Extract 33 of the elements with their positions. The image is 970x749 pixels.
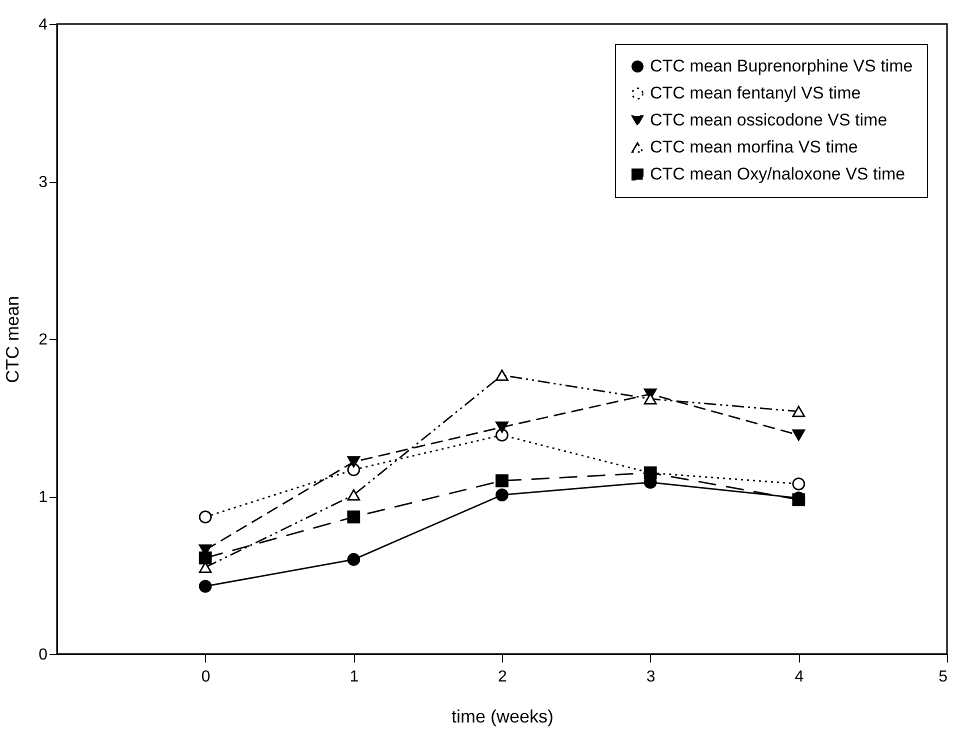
- legend-label: CTC mean morfina VS time: [650, 138, 858, 156]
- point: [347, 489, 360, 501]
- point: [792, 477, 806, 490]
- legend-label: CTC mean ossicodone VS time: [650, 110, 888, 130]
- y-tick-label: 4: [38, 16, 48, 34]
- point: [347, 510, 360, 524]
- point: [496, 488, 508, 502]
- point: [347, 463, 360, 476]
- point: [496, 422, 508, 433]
- point: [792, 429, 806, 441]
- point: [347, 553, 360, 566]
- x-tick-label: 2: [498, 668, 508, 686]
- x-tick-label: 0: [201, 668, 210, 686]
- point: [792, 406, 806, 418]
- x-tick-label: 5: [938, 668, 948, 686]
- point: [198, 580, 212, 593]
- legend-label: CTC mean Oxy/naloxone VS time: [650, 164, 906, 184]
- point: [347, 456, 360, 468]
- legend-label: CTC mean Buprenorphine VS time: [650, 56, 913, 76]
- x-axis-title: time (weeks): [451, 706, 554, 726]
- y-axis-title: CTC mean: [2, 296, 23, 384]
- point: [496, 474, 508, 488]
- y-tick-label: 1: [38, 489, 48, 506]
- x-tick-label: 3: [646, 668, 656, 686]
- point: [496, 370, 508, 381]
- x-tick-label: 4: [794, 668, 804, 686]
- point: [198, 551, 212, 564]
- point: [198, 510, 212, 524]
- x-tick-label: 1: [350, 668, 359, 686]
- y-tick-label: 3: [38, 174, 48, 191]
- y-tick-label: 2: [38, 332, 48, 348]
- y-tick-label: 0: [38, 646, 48, 664]
- legend-label: CTC mean fentanyl VS time: [650, 84, 861, 102]
